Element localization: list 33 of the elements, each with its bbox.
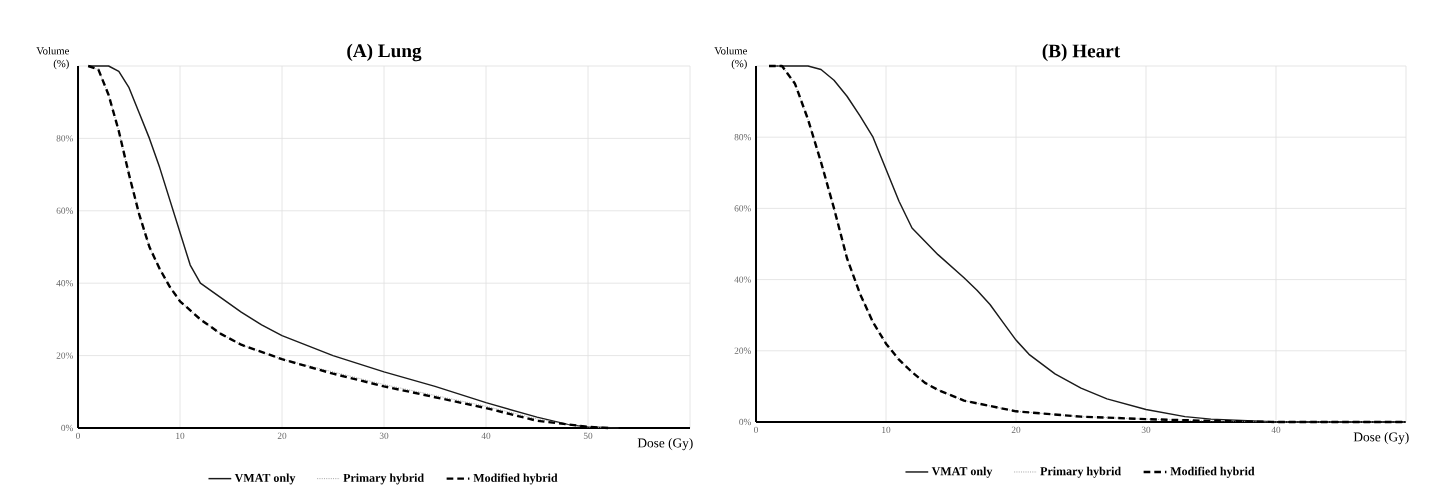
y-tick-label: 0% [739, 418, 751, 426]
y-tick-label: 20% [56, 352, 73, 359]
x-tick-label: 30 [379, 432, 389, 439]
y-tick-label: 40% [56, 279, 73, 287]
y-tick-label: 80% [56, 135, 73, 142]
x-tick-label: 50 [583, 432, 593, 439]
x-tick-label: 30 [1141, 426, 1151, 433]
y-tick-label: 0% [61, 424, 73, 432]
x-axis-title: Dose (Gy) [1353, 431, 1409, 445]
x-tick-label: 10 [882, 426, 891, 433]
y-axis-title: Volume (%) [714, 46, 747, 70]
x-tick-label: 40 [481, 432, 491, 439]
x-axis-title: Dose (Gy) [637, 437, 693, 451]
x-tick-label: 20 [1011, 426, 1021, 433]
y-tick-label: 60% [56, 207, 73, 214]
legend-label: VMAT only [931, 466, 993, 478]
legend-label: VMAT only [234, 473, 296, 485]
chart-title: (A) Lung [347, 43, 422, 62]
legend-label: Modified hybrid [473, 473, 558, 485]
y-axis-title: Volume (%) [36, 46, 69, 70]
legend-label: Primary hybrid [1040, 466, 1121, 478]
legend-label: Primary hybrid [343, 473, 424, 485]
x-tick-label: 0 [754, 426, 758, 433]
x-tick-label: 0 [76, 432, 80, 439]
legend-label: Modified hybrid [1170, 466, 1255, 478]
y-tick-label: 60% [734, 205, 751, 212]
y-tick-label: 80% [734, 133, 751, 141]
x-tick-label: 40 [1271, 426, 1281, 433]
x-tick-label: 20 [277, 432, 287, 439]
y-tick-label: 40% [734, 276, 751, 283]
chart-title: (B) Heart [1042, 43, 1121, 62]
y-tick-label: 20% [734, 347, 751, 354]
x-tick-label: 10 [176, 432, 185, 439]
